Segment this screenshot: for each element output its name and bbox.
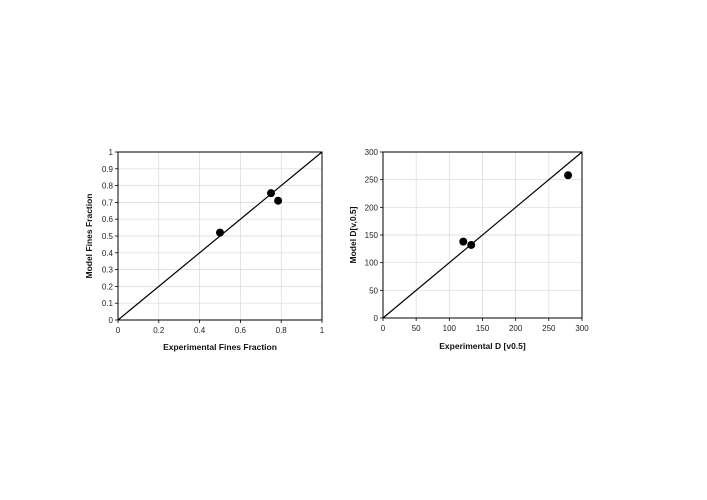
- x-axis-label: Experimental D [v0.5]: [439, 341, 526, 351]
- x-tick-label: 50: [412, 324, 421, 333]
- x-tick-label: 1: [320, 326, 325, 335]
- x-tick-label: 0.4: [194, 326, 206, 335]
- data-point: [564, 171, 573, 180]
- x-tick-label: 150: [476, 324, 490, 333]
- data-point: [459, 237, 468, 246]
- data-point: [274, 196, 283, 205]
- y-tick-label: 0: [109, 316, 114, 325]
- x-tick-label: 0: [381, 324, 386, 333]
- x-tick-label: 200: [509, 324, 523, 333]
- x-axis-label: Experimental Fines Fraction: [163, 342, 277, 352]
- fines-fraction-chart: 0 0.2 0.4 0.6 0.8 1 0 0.1 0.2 0.3 0.4 0.5 0.6 0.7 0.8 0…: [84, 148, 325, 352]
- y-tick-label: 0.9: [102, 165, 114, 174]
- y-tick-label: 0.3: [102, 266, 114, 275]
- x-tick-label: 250: [542, 324, 556, 333]
- y-tick-label: 0.7: [102, 198, 114, 207]
- y-tick-label: 300: [365, 148, 379, 157]
- y-tick-label: 50: [369, 286, 378, 295]
- x-tick-label: 0.6: [235, 326, 247, 335]
- y-axis-label: Model D[v,0.5]: [348, 206, 358, 263]
- x-tick-label: 300: [575, 324, 589, 333]
- y-tick-label: 150: [365, 231, 379, 240]
- data-point: [216, 228, 224, 237]
- y-tick-label: 0: [374, 314, 379, 323]
- y-tick-label: 0.2: [102, 282, 114, 291]
- parity-line: [382, 151, 583, 319]
- y-tick-label: 250: [365, 176, 379, 185]
- y-tick-label: 0.1: [102, 299, 114, 308]
- x-tick-label: 0: [116, 326, 121, 335]
- y-tick-label: 1: [109, 148, 114, 157]
- data-point: [267, 189, 275, 198]
- median-diameter-chart: 0 50 100 150 200 250 300 0 50 100 150 200 250 300 Expe…: [348, 148, 589, 351]
- y-tick-label: 200: [365, 203, 379, 212]
- x-tick-label: 100: [443, 324, 457, 333]
- y-tick-label: 100: [365, 259, 379, 268]
- x-tick-label: 0.8: [276, 326, 288, 335]
- data-point: [467, 240, 476, 249]
- y-tick-label: 0.5: [102, 232, 114, 241]
- y-tick-label: 0.4: [102, 249, 114, 258]
- y-tick-label: 0.6: [102, 215, 114, 224]
- x-tick-label: 0.2: [153, 326, 165, 335]
- y-axis-label: Model Fines Fraction: [84, 193, 94, 278]
- y-tick-label: 0.8: [102, 182, 114, 191]
